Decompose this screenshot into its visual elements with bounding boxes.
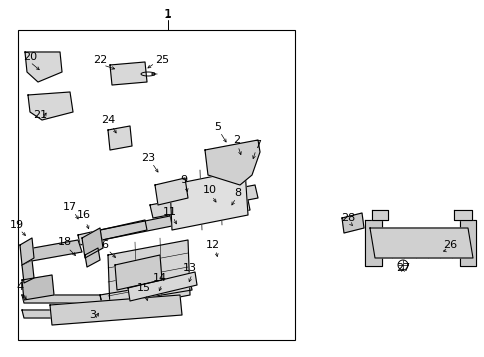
Polygon shape xyxy=(82,228,103,258)
Text: 8: 8 xyxy=(234,188,241,198)
Polygon shape xyxy=(155,178,188,205)
Text: 20: 20 xyxy=(23,52,37,62)
Text: 5: 5 xyxy=(214,122,221,132)
Text: 19: 19 xyxy=(10,220,24,230)
Text: 21: 21 xyxy=(33,110,47,120)
Polygon shape xyxy=(22,275,54,300)
Polygon shape xyxy=(28,92,73,120)
Text: 26: 26 xyxy=(442,240,456,250)
Text: 4: 4 xyxy=(16,282,24,292)
Polygon shape xyxy=(78,220,147,245)
Text: 27: 27 xyxy=(395,263,409,273)
Polygon shape xyxy=(22,260,34,283)
Polygon shape xyxy=(115,255,162,290)
Polygon shape xyxy=(100,215,177,240)
Polygon shape xyxy=(108,240,190,310)
Text: 12: 12 xyxy=(206,240,220,250)
Text: 28: 28 xyxy=(340,213,354,223)
Text: 6: 6 xyxy=(101,240,108,250)
Text: 11: 11 xyxy=(163,207,177,217)
Text: 14: 14 xyxy=(152,273,166,283)
Text: 23: 23 xyxy=(141,153,155,163)
Polygon shape xyxy=(364,220,381,266)
Polygon shape xyxy=(128,272,197,301)
Polygon shape xyxy=(369,228,472,258)
Polygon shape xyxy=(170,200,249,225)
Polygon shape xyxy=(100,280,192,305)
Polygon shape xyxy=(22,240,82,262)
Polygon shape xyxy=(459,220,475,266)
Text: 1: 1 xyxy=(164,9,171,19)
Polygon shape xyxy=(20,238,34,265)
Text: 22: 22 xyxy=(92,55,107,65)
Text: 7: 7 xyxy=(254,140,261,150)
Text: 2: 2 xyxy=(233,135,240,145)
Text: 25: 25 xyxy=(154,55,169,65)
Text: 17: 17 xyxy=(63,202,77,212)
Polygon shape xyxy=(341,213,363,233)
Polygon shape xyxy=(371,210,387,220)
Text: 16: 16 xyxy=(77,210,91,220)
Text: 9: 9 xyxy=(180,175,187,185)
Polygon shape xyxy=(22,310,102,318)
Polygon shape xyxy=(110,62,147,85)
Bar xyxy=(18,30,294,340)
Polygon shape xyxy=(22,250,28,270)
Polygon shape xyxy=(205,140,259,185)
Polygon shape xyxy=(108,126,132,150)
Text: 18: 18 xyxy=(58,237,72,247)
Polygon shape xyxy=(170,170,247,230)
Polygon shape xyxy=(50,295,182,325)
Text: 15: 15 xyxy=(136,283,151,293)
Text: 13: 13 xyxy=(182,263,197,273)
Text: 3: 3 xyxy=(90,310,96,320)
Text: 10: 10 xyxy=(203,185,216,195)
Polygon shape xyxy=(25,52,62,82)
Text: 1: 1 xyxy=(164,7,172,20)
Polygon shape xyxy=(85,248,100,267)
Polygon shape xyxy=(453,210,471,220)
Polygon shape xyxy=(22,295,102,303)
Text: 24: 24 xyxy=(101,115,115,125)
Polygon shape xyxy=(150,185,257,218)
